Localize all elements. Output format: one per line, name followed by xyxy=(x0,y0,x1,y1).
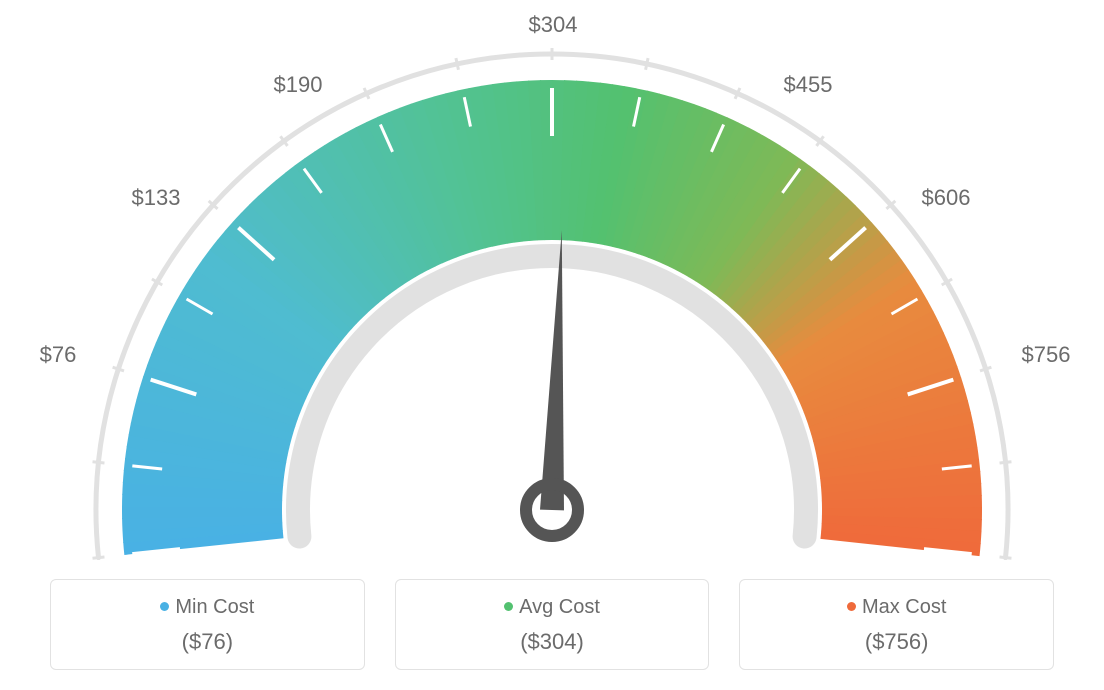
legend-value-min: ($76) xyxy=(61,629,354,655)
gauge-tick-label: $756 xyxy=(1022,342,1071,368)
legend-dot-avg xyxy=(504,602,513,611)
gauge-tick-label: $455 xyxy=(784,72,833,98)
gauge-tick-label: $76 xyxy=(40,342,77,368)
legend-value-avg: ($304) xyxy=(406,629,699,655)
gauge-tick-label: $304 xyxy=(529,12,578,38)
gauge-svg xyxy=(0,0,1104,560)
legend-value-max: ($756) xyxy=(750,629,1043,655)
legend-title-avg-text: Avg Cost xyxy=(519,596,600,618)
gauge-area: $76 $133 $190 $304 $455 $606 $756 xyxy=(0,0,1104,560)
legend-title-min-text: Min Cost xyxy=(175,596,254,618)
legend-title-avg: Avg Cost xyxy=(406,596,699,619)
legend-title-max: Max Cost xyxy=(750,596,1043,619)
gauge-tick-label: $606 xyxy=(922,185,971,211)
legend-title-max-text: Max Cost xyxy=(862,596,946,618)
legend-dot-max xyxy=(847,602,856,611)
legend-title-min: Min Cost xyxy=(61,596,354,619)
cost-gauge-chart: $76 $133 $190 $304 $455 $606 $756 Min Cost ($7… xyxy=(0,0,1104,690)
legend-card-avg: Avg Cost ($304) xyxy=(395,579,710,670)
gauge-tick-label: $133 xyxy=(132,185,181,211)
gauge-tick-label: $190 xyxy=(274,72,323,98)
legend-card-max: Max Cost ($756) xyxy=(739,579,1054,670)
legend-dot-min xyxy=(160,602,169,611)
legend-card-min: Min Cost ($76) xyxy=(50,579,365,670)
legend-row: Min Cost ($76) Avg Cost ($304) Max Cost … xyxy=(50,579,1054,670)
